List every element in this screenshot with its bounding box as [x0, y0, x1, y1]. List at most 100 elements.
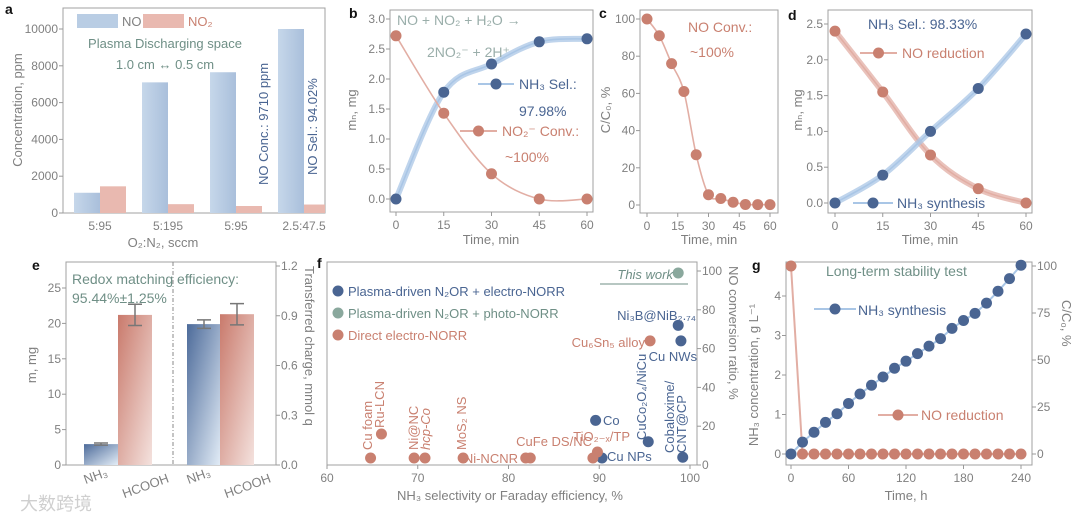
x-tick-label: 30	[485, 218, 499, 232]
y2-tick-label: 0	[1037, 447, 1044, 461]
legend-label: NH₃ synthesis	[858, 302, 946, 318]
y-tick-label: 1.5	[368, 102, 385, 116]
x-axis-label: Time, min	[681, 232, 738, 247]
bar-no	[74, 192, 100, 213]
y-tick-label: 15	[48, 352, 62, 366]
y-tick-label: 0.5	[806, 160, 823, 174]
data-point	[641, 13, 653, 25]
data-point	[520, 452, 532, 464]
legend-label-no2: NO₂	[188, 14, 213, 29]
annotation: NO Conc.: 9710 ppm	[256, 63, 271, 185]
legend-note: ~100%	[505, 149, 549, 165]
x-tick-label: 60	[1019, 219, 1033, 233]
data-point	[981, 448, 992, 460]
legend-no-reduction-marker	[873, 47, 884, 59]
data-point	[935, 333, 946, 345]
data-point	[486, 58, 497, 70]
data-point	[690, 149, 702, 161]
data-point	[923, 448, 935, 460]
y2-tick-label: 0.9	[281, 309, 298, 323]
legend-label-no: NO	[122, 14, 142, 29]
y-tick-label: 0	[628, 198, 635, 212]
annotation: NO Sel.: 94.02%	[305, 78, 320, 175]
data-point	[438, 86, 450, 98]
data-point	[969, 448, 981, 460]
y-tick-label: 2.5	[368, 42, 385, 56]
x-category-label: 5:195	[153, 219, 183, 233]
x-axis-label: Time, min	[902, 232, 959, 247]
x-tick-label: 0	[832, 219, 839, 233]
y-axis-label: m, mg	[24, 347, 39, 383]
legend-swatch-no	[77, 14, 118, 28]
point-label: Cu NWs	[649, 349, 698, 364]
data-point	[889, 448, 900, 460]
legend-no-reduction-marker	[892, 409, 904, 421]
bar-no2	[168, 204, 194, 213]
data-point	[390, 30, 402, 42]
error-bar	[128, 303, 142, 327]
x-category-label: NH₃	[185, 465, 213, 487]
data-point	[581, 193, 593, 205]
y2-tick-label: 20	[702, 419, 716, 433]
legend-marker	[332, 329, 344, 341]
data-point	[843, 448, 854, 460]
y2-tick-label: 80	[702, 303, 716, 317]
y2-tick-label: 60	[702, 342, 716, 356]
y2-axis-label: C/C₀, %	[1059, 300, 1074, 347]
legend-nh3-synthesis-marker	[829, 303, 841, 315]
y-tick-label: 4000	[31, 132, 58, 146]
y-tick-label: 20	[48, 316, 62, 330]
panel-label-g: g	[752, 257, 761, 273]
y2-tick-label: 100	[702, 264, 722, 278]
data-point	[587, 452, 599, 464]
legend-label: Plasma-driven N₂OR + electro-NORR	[348, 284, 565, 299]
data-point	[752, 199, 764, 211]
data-point	[1015, 448, 1027, 460]
annotation: NO Conv.:	[688, 19, 752, 35]
data-point	[900, 448, 912, 460]
data-point	[843, 397, 854, 409]
y-tick-label: 1	[774, 408, 781, 422]
data-point	[992, 448, 1004, 460]
watermark-logo: 大数跨境	[20, 494, 92, 513]
legend-nh3-marker	[490, 78, 502, 90]
x-axis-label: Time, min	[463, 232, 520, 247]
x-tick-label: 60	[580, 218, 594, 232]
x-tick-label: 60	[842, 471, 856, 485]
error-bar	[230, 302, 244, 326]
y2-tick-label: 25	[1037, 400, 1051, 414]
data-point	[854, 448, 866, 460]
y2-tick-label: 50	[1037, 353, 1051, 367]
panel-label-f: f	[317, 255, 322, 271]
legend-label: NO reduction	[902, 45, 984, 61]
annotation: 95.44%±1.25%	[72, 290, 167, 306]
y-axis-label: C/C₀, %	[598, 86, 613, 133]
x-axis-label: NH₃ selectivity or Faraday efficiency, %	[397, 488, 623, 503]
y2-axis-label: NO conversion ratio, %	[726, 266, 741, 400]
data-point	[672, 319, 684, 331]
x-tick-label: 70	[411, 471, 425, 485]
data-point	[785, 448, 797, 460]
point-label: CuFe DS/NC	[516, 434, 592, 449]
annotation: Plasma Discharging space	[88, 36, 242, 51]
data-point	[486, 168, 497, 180]
y2-tick-label: 0.3	[281, 408, 298, 422]
point-label: TiO₂₋ₓ/TP	[573, 429, 630, 444]
data-point	[866, 448, 877, 460]
y2-tick-label: 0	[702, 458, 709, 472]
annotation: Redox matching efficiency:	[72, 271, 239, 287]
data-point	[912, 448, 923, 460]
data-point	[533, 193, 545, 205]
y-tick-label: 2.0	[806, 53, 823, 67]
data-point	[912, 348, 923, 360]
y-tick-label: 10	[48, 387, 62, 401]
y-tick-label: 2000	[31, 169, 58, 183]
x-axis-label: O₂:N₂, sccm	[128, 235, 199, 250]
legend-nh3-synthesis-marker	[867, 197, 879, 209]
data-point	[854, 388, 866, 400]
data-point	[1004, 273, 1015, 285]
bar-nh3	[84, 444, 118, 465]
data-point	[829, 197, 841, 209]
data-point	[590, 414, 602, 426]
y-tick-label: 8000	[31, 59, 58, 73]
